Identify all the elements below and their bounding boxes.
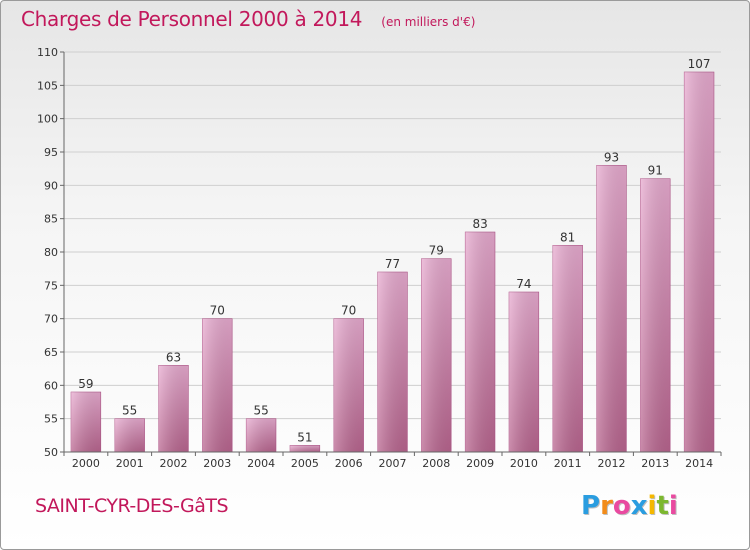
x-tick-label: 2013 bbox=[641, 457, 669, 470]
bar-value-label: 63 bbox=[166, 350, 181, 364]
chart-unit-note: (en milliers d'€) bbox=[381, 15, 476, 29]
commune-name: SAINT-CYR-DES-GâTS bbox=[35, 495, 229, 517]
bar-value-label: 83 bbox=[472, 217, 487, 231]
x-tick-label: 2001 bbox=[116, 457, 144, 470]
y-tick-label: 95 bbox=[44, 146, 58, 159]
bar-value-label: 93 bbox=[604, 150, 619, 164]
x-tick-label: 2010 bbox=[510, 457, 538, 470]
bar-shade bbox=[552, 245, 583, 452]
bar-value-label: 70 bbox=[210, 304, 225, 318]
title-row: Charges de Personnel 2000 à 2014 (en mil… bbox=[21, 7, 475, 35]
x-tick-label: 2005 bbox=[291, 457, 319, 470]
y-tick-label: 85 bbox=[44, 213, 58, 226]
bar-value-label: 55 bbox=[122, 404, 137, 418]
axis-layer: 50 55 60 65 70 75 80 85 90 95 100 105 110 2000 2001 200… bbox=[37, 46, 722, 470]
brand-letter: x bbox=[630, 491, 648, 521]
bar-value-label: 91 bbox=[648, 164, 663, 178]
x-tick-label: 2009 bbox=[466, 457, 494, 470]
brand-letter: r bbox=[600, 491, 613, 521]
x-tick-label: 2006 bbox=[335, 457, 363, 470]
bar-value-label: 59 bbox=[78, 377, 93, 391]
x-tick-label: 2007 bbox=[379, 457, 407, 470]
chart-title: Charges de Personnel 2000 à 2014 bbox=[21, 7, 363, 31]
brand-logo: Proxiti bbox=[581, 491, 678, 521]
x-tick-label: 2014 bbox=[685, 457, 713, 470]
y-tick-label: 90 bbox=[44, 179, 58, 192]
bar-shade bbox=[246, 418, 276, 452]
bar-shade bbox=[640, 178, 671, 452]
bar-shade bbox=[114, 418, 145, 452]
bar-value-label: 55 bbox=[253, 404, 268, 418]
bar-value-label: 81 bbox=[560, 230, 575, 244]
y-tick-label: 60 bbox=[44, 379, 58, 392]
bar-shade bbox=[202, 318, 233, 452]
bar-shade bbox=[377, 272, 408, 452]
brand-letter: i bbox=[668, 491, 678, 521]
bar-shade bbox=[465, 232, 495, 452]
y-tick-label: 55 bbox=[44, 413, 58, 426]
x-tick-label: 2012 bbox=[598, 457, 626, 470]
bar-value-label: 70 bbox=[341, 304, 356, 318]
bar-shade bbox=[158, 365, 189, 452]
x-tick-label: 2000 bbox=[72, 457, 100, 470]
y-tick-label: 75 bbox=[44, 279, 58, 292]
y-tick-label: 70 bbox=[44, 313, 58, 326]
y-tick-label: 50 bbox=[44, 446, 58, 459]
bar-value-label: 79 bbox=[429, 244, 444, 258]
brand-letter: i bbox=[647, 491, 657, 521]
y-tick-label: 100 bbox=[37, 113, 58, 126]
x-tick-label: 2003 bbox=[203, 457, 231, 470]
bar-value-label: 77 bbox=[385, 257, 400, 271]
bar-shade bbox=[684, 72, 714, 452]
bar-shade bbox=[333, 318, 364, 452]
y-tick-label: 65 bbox=[44, 346, 58, 359]
brand-letter: o bbox=[612, 491, 631, 521]
y-tick-label: 80 bbox=[44, 246, 58, 259]
bar-shade bbox=[71, 392, 101, 452]
brand-letter: t bbox=[656, 491, 669, 521]
bar-value-label: 51 bbox=[297, 430, 312, 444]
y-tick-label: 110 bbox=[37, 46, 58, 59]
bar-value-label: 74 bbox=[516, 277, 531, 291]
bar-shade bbox=[509, 292, 539, 452]
x-tick-label: 2004 bbox=[247, 457, 275, 470]
y-tick-label: 105 bbox=[37, 79, 58, 92]
bar-shade bbox=[596, 165, 627, 453]
x-tick-label: 2011 bbox=[554, 457, 582, 470]
bar-shade bbox=[290, 445, 320, 452]
brand-letter: P bbox=[581, 491, 601, 521]
bar-layer: 59 55 63 70 55 51 70 77 79 83 74 81 93 91 107 bbox=[70, 57, 715, 453]
x-tick-label: 2008 bbox=[422, 457, 450, 470]
x-tick-label: 2002 bbox=[160, 457, 188, 470]
bar-shade bbox=[421, 258, 452, 452]
bar-value-label: 107 bbox=[688, 57, 711, 71]
